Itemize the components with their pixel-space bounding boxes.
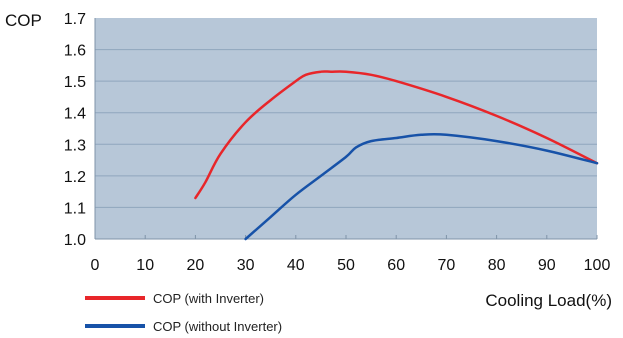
y-tick-label: 1.4 [64,106,86,123]
series-lines [194,70,599,241]
x-tick-label: 40 [287,257,305,274]
x-tick-label: 30 [237,257,255,274]
legend-label-with-inverter: COP (with Inverter) [153,291,264,306]
legend-label-without-inverter: COP (without Inverter) [153,319,282,334]
y-tick-label: 1.7 [64,11,86,28]
series-line-without-inverter [244,132,599,241]
legend-swatch-without-inverter [85,324,145,328]
x-tick-label: 20 [187,257,205,274]
y-tick-label: 1.3 [64,137,86,154]
y-tick-label: 1.2 [64,169,86,186]
y-tick-label: 1.1 [64,200,86,217]
y-axis-title: COP [5,11,42,30]
x-tick-label: 90 [538,257,556,274]
gridlines [95,49,597,208]
x-tick-label: 60 [387,257,405,274]
tick-labels: 1.7 1.6 1.5 1.4 1.3 1.2 1.1 1.0 0 10 20 30 40 50 60 70 8… [64,11,611,274]
x-tick-label: 70 [438,257,456,274]
x-axis-title: Cooling Load(%) [485,291,612,310]
x-tick-label: 10 [136,257,154,274]
x-tick-label: 80 [488,257,506,274]
legend-swatch-with-inverter [85,296,145,300]
x-tick-label: 50 [337,257,355,274]
x-tick-label: 100 [584,257,611,274]
series-line-with-inverter [194,70,599,200]
legend: COP (with Inverter) COP (without Inverte… [85,291,282,334]
x-tick-label: 0 [91,257,100,274]
y-tick-label: 1.6 [64,43,86,60]
y-tick-label: 1.5 [64,74,86,91]
plot-area [95,18,597,239]
y-tick-label: 1.0 [64,232,86,249]
